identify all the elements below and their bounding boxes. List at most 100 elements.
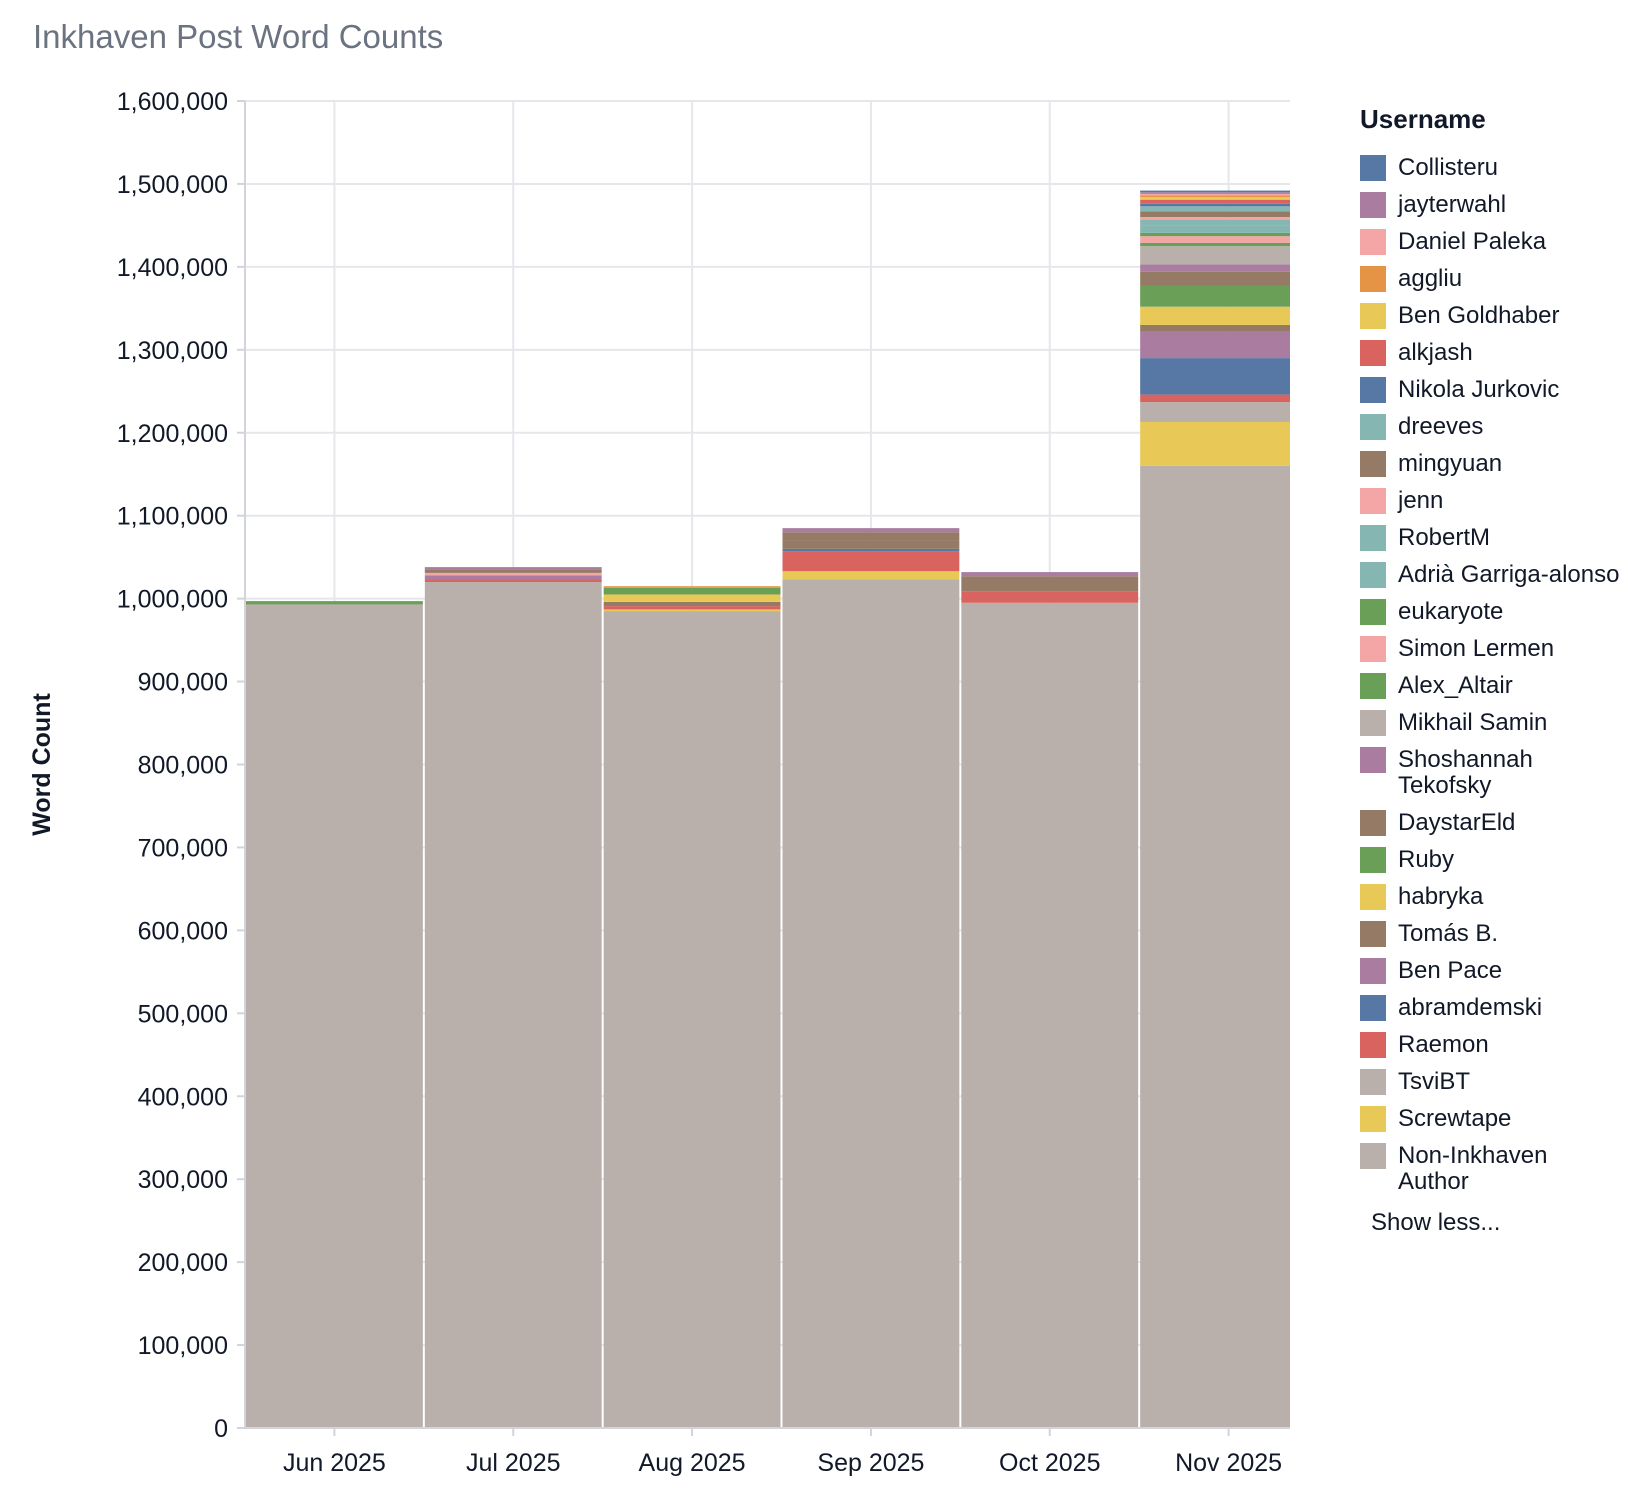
y-tick-label: 100,000	[138, 1332, 228, 1360]
x-tick-label: Oct 2025	[999, 1449, 1100, 1477]
legend-item[interactable]: Adrià Garriga-alonso	[1360, 562, 1622, 588]
legend-label: habryka	[1398, 883, 1484, 910]
legend-item[interactable]: TsviBT	[1360, 1069, 1622, 1095]
bar-segment	[961, 602, 1139, 1428]
legend-item[interactable]: eukaryote	[1360, 599, 1622, 625]
bar-segment	[603, 587, 781, 595]
bar-segment	[782, 571, 960, 580]
bar-segment	[246, 601, 423, 605]
legend-swatch	[1360, 303, 1386, 329]
bar-segment	[1140, 206, 1290, 212]
legend-swatch	[1360, 192, 1386, 218]
legend-label: Adrià Garriga-alonso	[1398, 561, 1620, 588]
legend-label: jenn	[1398, 487, 1444, 514]
legend-swatch	[1360, 155, 1386, 181]
legend-swatch	[1360, 921, 1386, 947]
bar-segment	[1140, 219, 1290, 226]
legend-label: Daniel Paleka	[1398, 228, 1547, 255]
bar-segment	[603, 609, 781, 612]
legend-item[interactable]: mingyuan	[1360, 451, 1622, 477]
bar-segment	[782, 528, 960, 533]
legend-label: dreeves	[1398, 413, 1484, 440]
legend-label: RobertM	[1398, 524, 1491, 551]
legend-swatch	[1360, 673, 1386, 699]
legend-label: Non-Inkhaven Author	[1398, 1142, 1548, 1195]
bar-segment	[603, 601, 781, 607]
legend-item[interactable]: abramdemski	[1360, 995, 1622, 1021]
y-tick-label: 1,000,000	[117, 586, 228, 614]
bar-segment	[1140, 394, 1290, 403]
bar-segment	[1140, 246, 1290, 265]
chart-plot: 0 100,000 200,000 300,000 400,000 500,000 600,…	[28, 88, 1290, 1477]
x-tick-label: Jul 2025	[466, 1449, 561, 1477]
bar-segment	[424, 569, 602, 573]
legend-swatch	[1360, 488, 1386, 514]
legend-label: eukaryote	[1398, 598, 1504, 625]
y-tick-label: 1,100,000	[117, 503, 228, 531]
legend-swatch	[1360, 1106, 1386, 1132]
legend-title: Username	[1360, 104, 1486, 134]
legend-item[interactable]: aggliu	[1360, 266, 1622, 292]
legend-item[interactable]: jenn	[1360, 488, 1622, 514]
legend-item[interactable]: Alex_Altair	[1360, 673, 1622, 699]
legend-item[interactable]: Ruby	[1360, 847, 1622, 873]
legend-swatch	[1360, 1069, 1386, 1095]
bar-segment	[1140, 203, 1290, 207]
legend-swatch	[1360, 525, 1386, 551]
legend-item[interactable]: Simon Lermen	[1360, 636, 1622, 662]
bar-segment	[1140, 193, 1290, 196]
show-less-button[interactable]: Show less...	[1371, 1209, 1501, 1236]
legend-swatch	[1360, 884, 1386, 910]
legend-item[interactable]: habryka	[1360, 884, 1622, 910]
y-tick-label: 1,400,000	[117, 254, 228, 282]
y-tick-label: 400,000	[138, 1083, 228, 1111]
legend-item[interactable]: Screwtape	[1360, 1106, 1622, 1132]
legend-item[interactable]: dreeves	[1360, 414, 1622, 440]
legend-item[interactable]: Nikola Jurkovic	[1360, 377, 1622, 403]
x-tick-label: Sep 2025	[817, 1449, 924, 1477]
bar-segment	[1140, 195, 1290, 198]
bar-segment	[782, 532, 960, 541]
bar-segment	[1140, 271, 1290, 286]
y-tick-label: 300,000	[138, 1166, 228, 1194]
legend-item[interactable]: DaystarEld	[1360, 810, 1622, 836]
legend-label: alkjash	[1398, 339, 1473, 366]
bar-segment	[603, 586, 781, 588]
legend-item[interactable]: alkjash	[1360, 340, 1622, 366]
y-tick-label: 1,600,000	[117, 88, 228, 116]
legend-item[interactable]: Collisteru	[1360, 155, 1622, 181]
bars	[246, 190, 1290, 1428]
y-tick-label: 700,000	[138, 834, 228, 862]
legend-item[interactable]: RobertM	[1360, 525, 1622, 551]
legend-item[interactable]: Tomás B.	[1360, 921, 1622, 947]
legend-item[interactable]: jayterwahl	[1360, 192, 1622, 218]
bar-segment	[782, 579, 960, 1428]
legend-swatch	[1360, 710, 1386, 736]
bar-segment	[1140, 358, 1290, 395]
legend-item[interactable]: Daniel Paleka	[1360, 229, 1622, 255]
legend-swatch	[1360, 995, 1386, 1021]
bar-segment	[424, 567, 602, 570]
legend-item[interactable]: Mikhail Samin	[1360, 710, 1622, 736]
bar-segment	[603, 611, 781, 1428]
y-axis-title: Word Count	[28, 693, 56, 836]
axes: 0 100,000 200,000 300,000 400,000 500,000 600,…	[28, 88, 1290, 1477]
bar-segment	[961, 591, 1139, 603]
legend-label: Nikola Jurkovic	[1398, 376, 1560, 403]
chart-title: Inkhaven Post Word Counts	[33, 18, 444, 55]
legend-item[interactable]: Non-Inkhaven Author	[1360, 1143, 1622, 1195]
legend-item[interactable]: Ben Pace	[1360, 958, 1622, 984]
bar-segment	[424, 579, 602, 583]
legend-label: TsviBT	[1398, 1068, 1470, 1095]
bar-segment	[1140, 264, 1290, 272]
y-tick-label: 900,000	[138, 669, 228, 697]
legend-label: Collisteru	[1398, 154, 1499, 181]
x-tick-label: Jun 2025	[283, 1449, 386, 1477]
legend-label: Ben Pace	[1398, 957, 1503, 984]
legend-item[interactable]: Shoshannah Tekofsky	[1360, 747, 1622, 799]
legend-label: Shoshannah Tekofsky	[1398, 746, 1533, 799]
legend-item[interactable]: Raemon	[1360, 1032, 1622, 1058]
legend-label: Screwtape	[1398, 1105, 1512, 1132]
legend-item[interactable]: Ben Goldhaber	[1360, 303, 1622, 329]
legend-swatch	[1360, 451, 1386, 477]
